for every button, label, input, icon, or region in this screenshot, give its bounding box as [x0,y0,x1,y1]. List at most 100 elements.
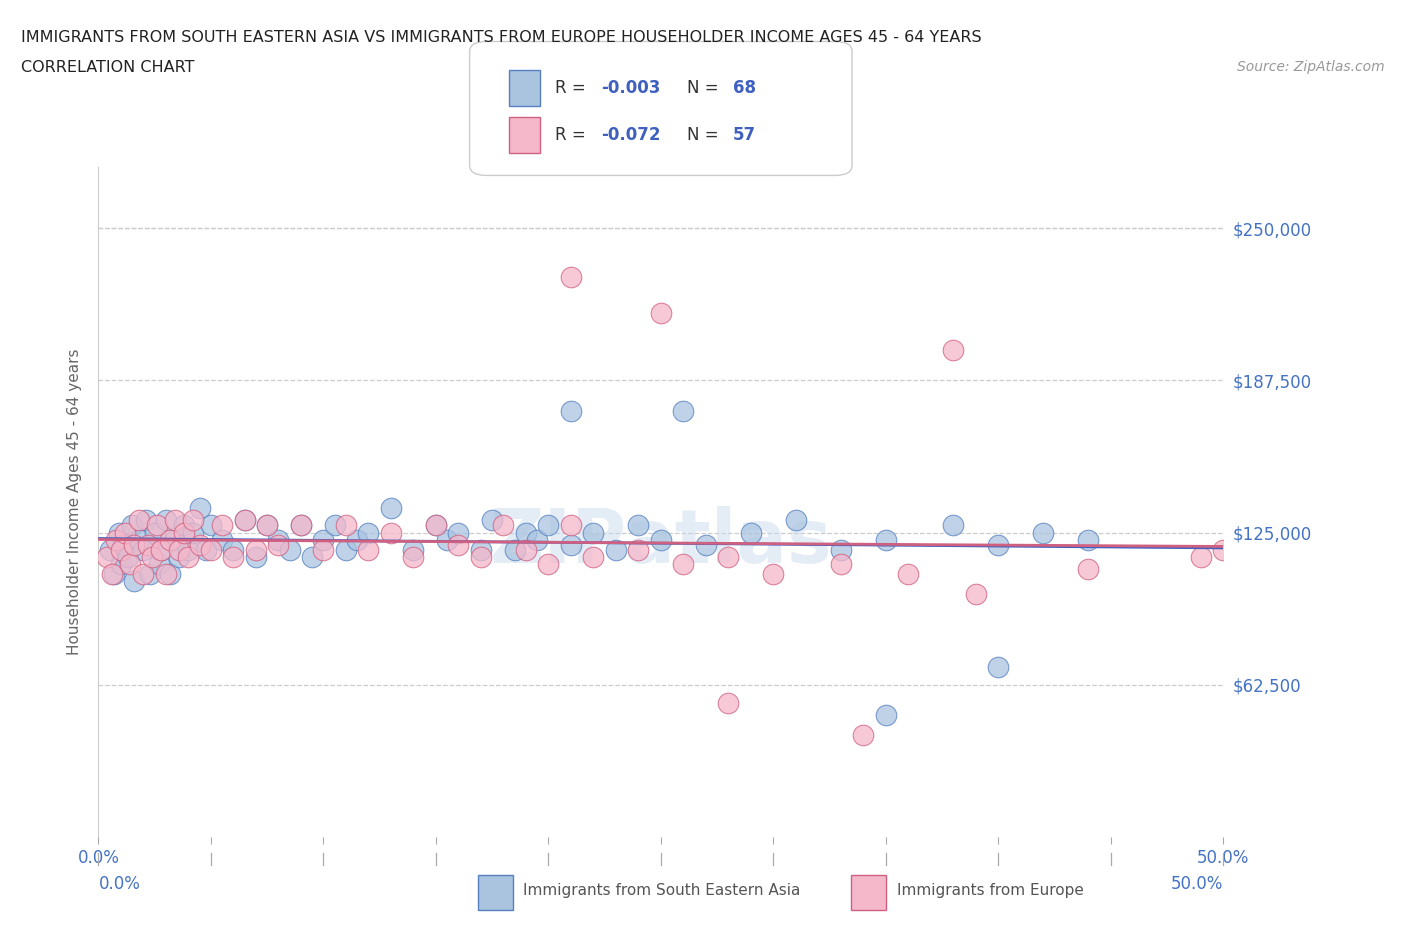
Point [447,538,470,552]
Point [150,542,173,557]
Point [717,696,740,711]
Point [150,542,173,557]
Point [222,550,245,565]
Point [159,533,181,548]
FancyBboxPatch shape [470,42,852,176]
Point [987,659,1010,674]
Point [181,525,204,540]
Point [582,525,605,540]
Point [627,518,650,533]
Point [132,566,155,581]
Text: R =: R = [555,126,591,144]
Point [195,542,218,557]
Point [105,533,128,548]
Point [875,708,897,723]
Point [1032,525,1054,540]
Point [740,525,762,540]
Point [278,542,301,557]
Point [560,270,582,285]
Point [672,557,695,572]
Point [233,513,256,528]
Point [200,542,222,557]
Point [650,533,672,548]
Point [143,525,166,540]
Point [447,525,470,540]
Point [98,542,121,557]
Point [211,533,233,548]
Text: Immigrants from Europe: Immigrants from Europe [897,883,1084,898]
Point [128,533,150,548]
Point [124,574,146,589]
Point [233,513,256,528]
Point [1077,533,1099,548]
Y-axis label: Householder Income Ages 45 - 64 years: Householder Income Ages 45 - 64 years [67,349,83,656]
Text: 68: 68 [733,79,756,98]
Point [177,542,200,557]
Point [830,542,852,557]
Point [146,518,169,533]
Bar [509,70,540,106]
Point [695,538,717,552]
Point [560,518,582,533]
Point [200,518,222,533]
Point [1077,562,1099,577]
Point [117,550,139,565]
Point [267,538,290,552]
Point [470,550,492,565]
Point [107,525,129,540]
Text: -0.072: -0.072 [602,126,661,144]
Point [181,513,204,528]
Point [897,566,920,581]
Point [177,550,200,565]
Point [380,501,402,516]
Point [717,550,740,565]
Point [135,513,157,528]
Point [101,566,124,581]
Point [110,542,132,557]
FancyBboxPatch shape [851,874,886,910]
Point [515,525,537,540]
Point [155,566,177,581]
Text: N =: N = [686,79,724,98]
Point [605,542,627,557]
Point [470,542,492,557]
Point [402,542,425,557]
Point [128,513,150,528]
Text: N =: N = [686,126,724,144]
Point [380,525,402,540]
Point [402,550,425,565]
Text: Source: ZipAtlas.com: Source: ZipAtlas.com [1237,60,1385,74]
Point [136,538,159,552]
Point [852,727,875,742]
Point [188,501,211,516]
Point [114,525,136,540]
Point [163,533,186,548]
Point [124,538,146,552]
Point [155,513,177,528]
Point [290,518,312,533]
Point [118,557,141,572]
Point [173,518,195,533]
Point [965,586,987,601]
Point [159,566,181,581]
Point [312,533,335,548]
Point [425,518,447,533]
Point [1189,550,1212,565]
Point [96,550,118,565]
Point [942,518,965,533]
FancyBboxPatch shape [478,874,513,910]
Point [785,513,807,528]
Point [121,518,143,533]
Point [312,542,335,557]
Point [163,513,186,528]
Point [245,542,267,557]
Point [492,518,515,533]
Point [211,518,233,533]
Point [256,518,278,533]
Text: 50.0%: 50.0% [1171,875,1223,893]
Text: 0.0%: 0.0% [98,875,141,893]
Text: ZIPatlas: ZIPatlas [489,506,832,578]
Point [245,550,267,565]
Point [560,404,582,418]
Point [1212,542,1234,557]
